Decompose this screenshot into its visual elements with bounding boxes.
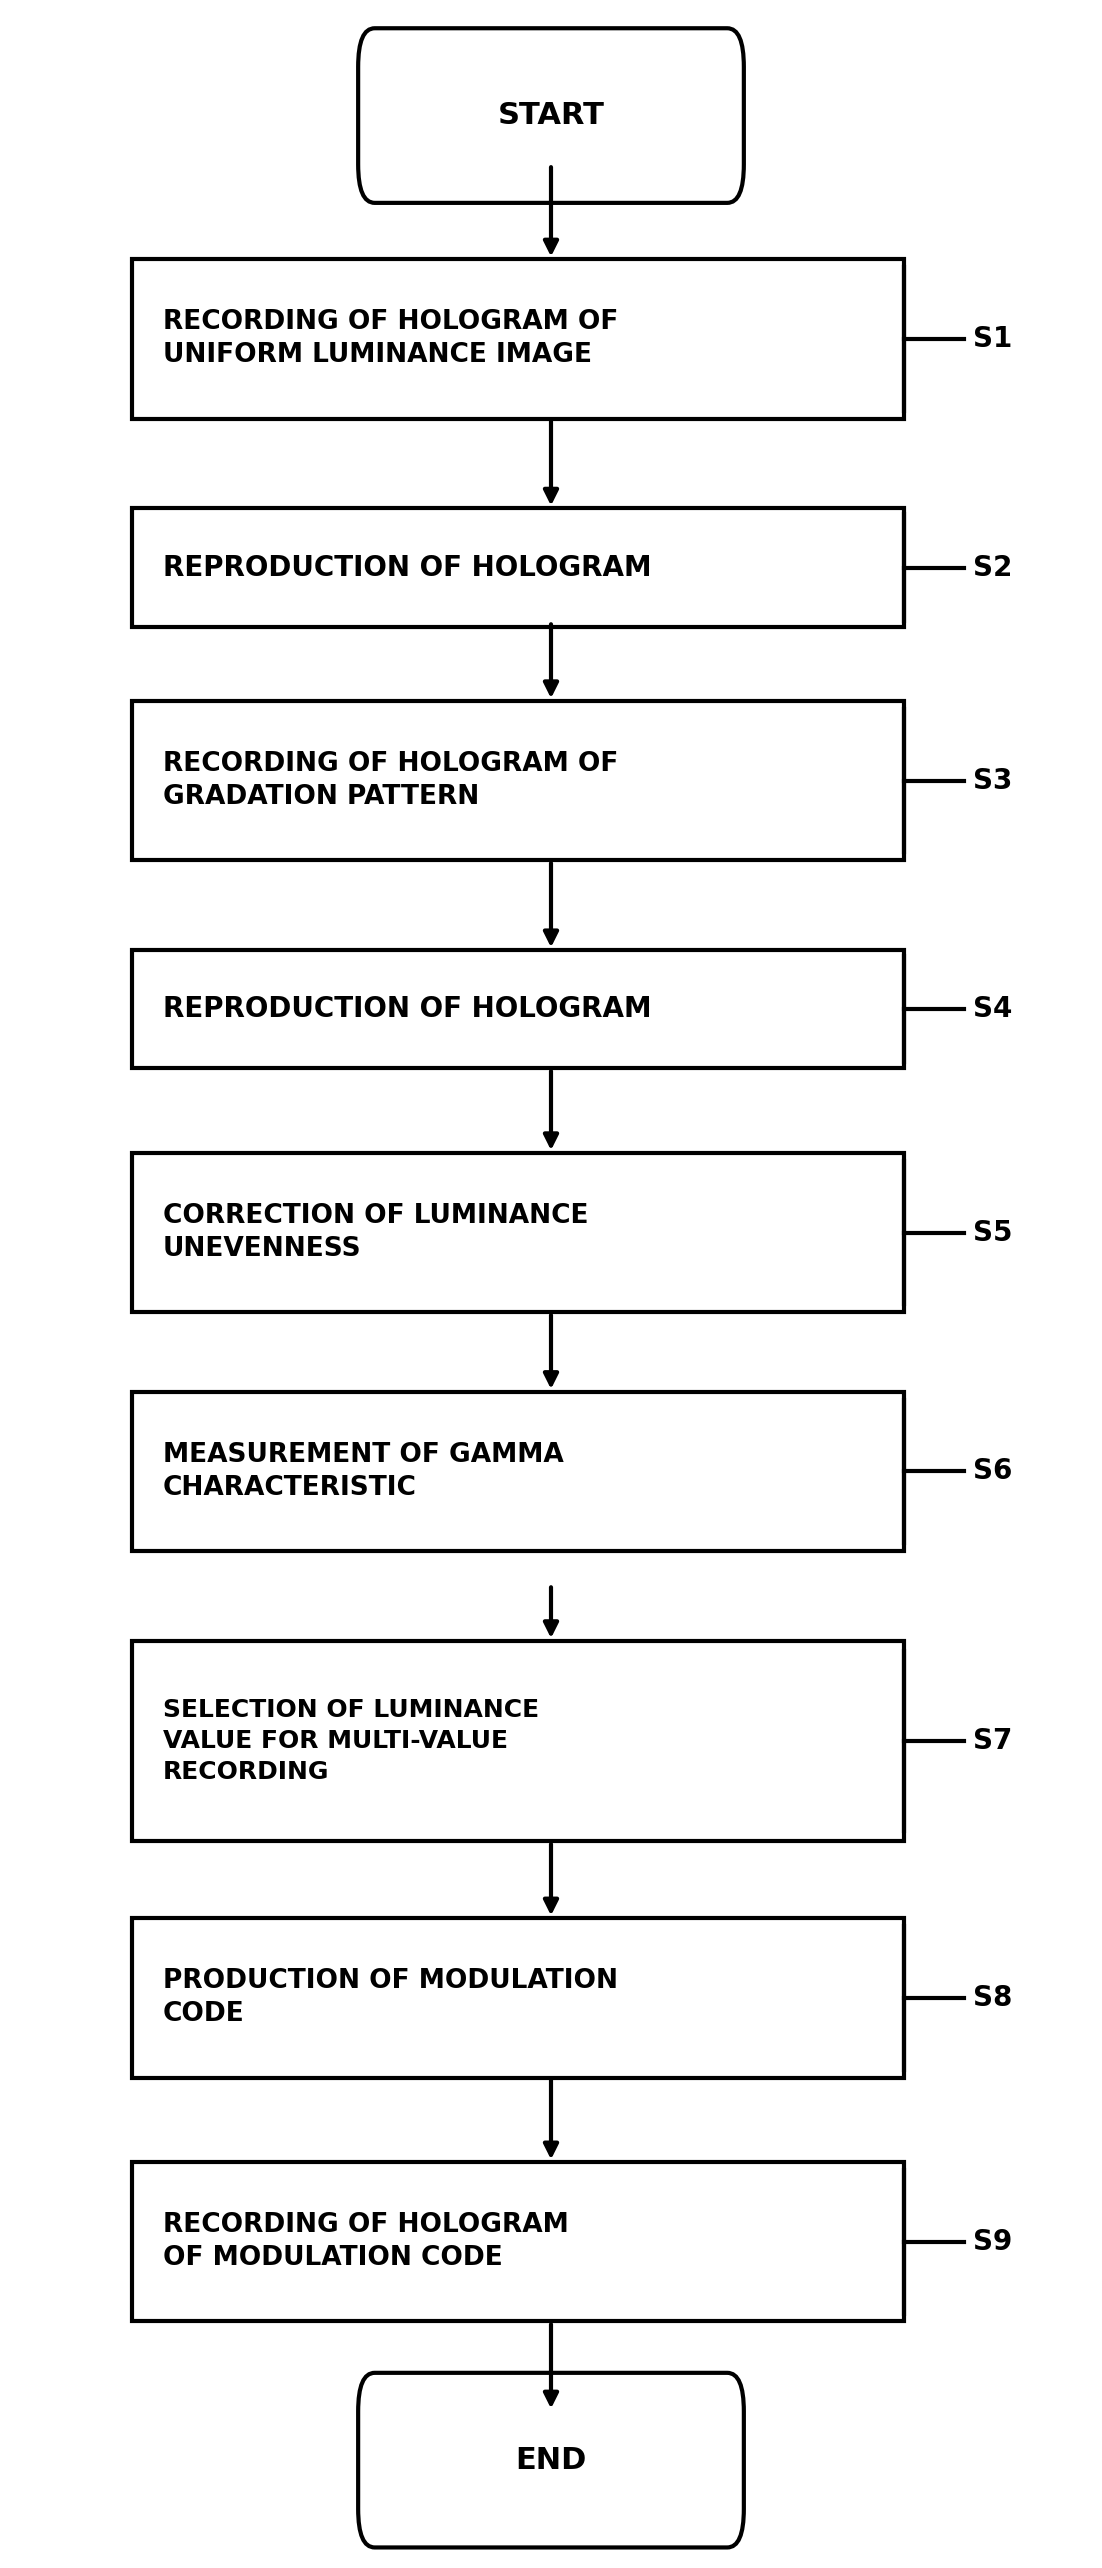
- Text: S6: S6: [973, 1459, 1013, 1484]
- Bar: [132, 1392, 904, 1551]
- Bar: [132, 1641, 904, 1841]
- Text: START: START: [498, 100, 604, 131]
- Bar: [132, 701, 904, 860]
- Text: S2: S2: [973, 555, 1013, 580]
- Bar: [132, 259, 904, 419]
- Bar: [132, 1153, 904, 1312]
- Bar: [132, 1918, 904, 2078]
- Text: S3: S3: [973, 768, 1013, 794]
- Bar: [132, 508, 904, 627]
- Text: S1: S1: [973, 326, 1013, 352]
- Text: S5: S5: [973, 1220, 1013, 1245]
- Text: RECORDING OF HOLOGRAM OF
UNIFORM LUMINANCE IMAGE: RECORDING OF HOLOGRAM OF UNIFORM LUMINAN…: [163, 311, 618, 367]
- Bar: [132, 2162, 904, 2321]
- FancyBboxPatch shape: [358, 2373, 744, 2547]
- Text: SELECTION OF LUMINANCE
VALUE FOR MULTI-VALUE
RECORDING: SELECTION OF LUMINANCE VALUE FOR MULTI-V…: [163, 1697, 539, 1785]
- Bar: [132, 950, 904, 1068]
- Text: MEASUREMENT OF GAMMA
CHARACTERISTIC: MEASUREMENT OF GAMMA CHARACTERISTIC: [163, 1443, 564, 1500]
- Text: RECORDING OF HOLOGRAM OF
GRADATION PATTERN: RECORDING OF HOLOGRAM OF GRADATION PATTE…: [163, 752, 618, 809]
- FancyBboxPatch shape: [358, 28, 744, 203]
- Text: CORRECTION OF LUMINANCE
UNEVENNESS: CORRECTION OF LUMINANCE UNEVENNESS: [163, 1204, 588, 1261]
- Text: S9: S9: [973, 2229, 1013, 2255]
- Text: S8: S8: [973, 1985, 1013, 2011]
- Text: F I G . 2: F I G . 2: [421, 31, 681, 87]
- Text: RECORDING OF HOLOGRAM
OF MODULATION CODE: RECORDING OF HOLOGRAM OF MODULATION CODE: [163, 2214, 569, 2270]
- Text: REPRODUCTION OF HOLOGRAM: REPRODUCTION OF HOLOGRAM: [163, 996, 651, 1022]
- Text: END: END: [516, 2445, 586, 2476]
- Text: S7: S7: [973, 1728, 1013, 1754]
- Text: REPRODUCTION OF HOLOGRAM: REPRODUCTION OF HOLOGRAM: [163, 555, 651, 580]
- Text: S4: S4: [973, 996, 1013, 1022]
- Text: PRODUCTION OF MODULATION
CODE: PRODUCTION OF MODULATION CODE: [163, 1970, 618, 2026]
